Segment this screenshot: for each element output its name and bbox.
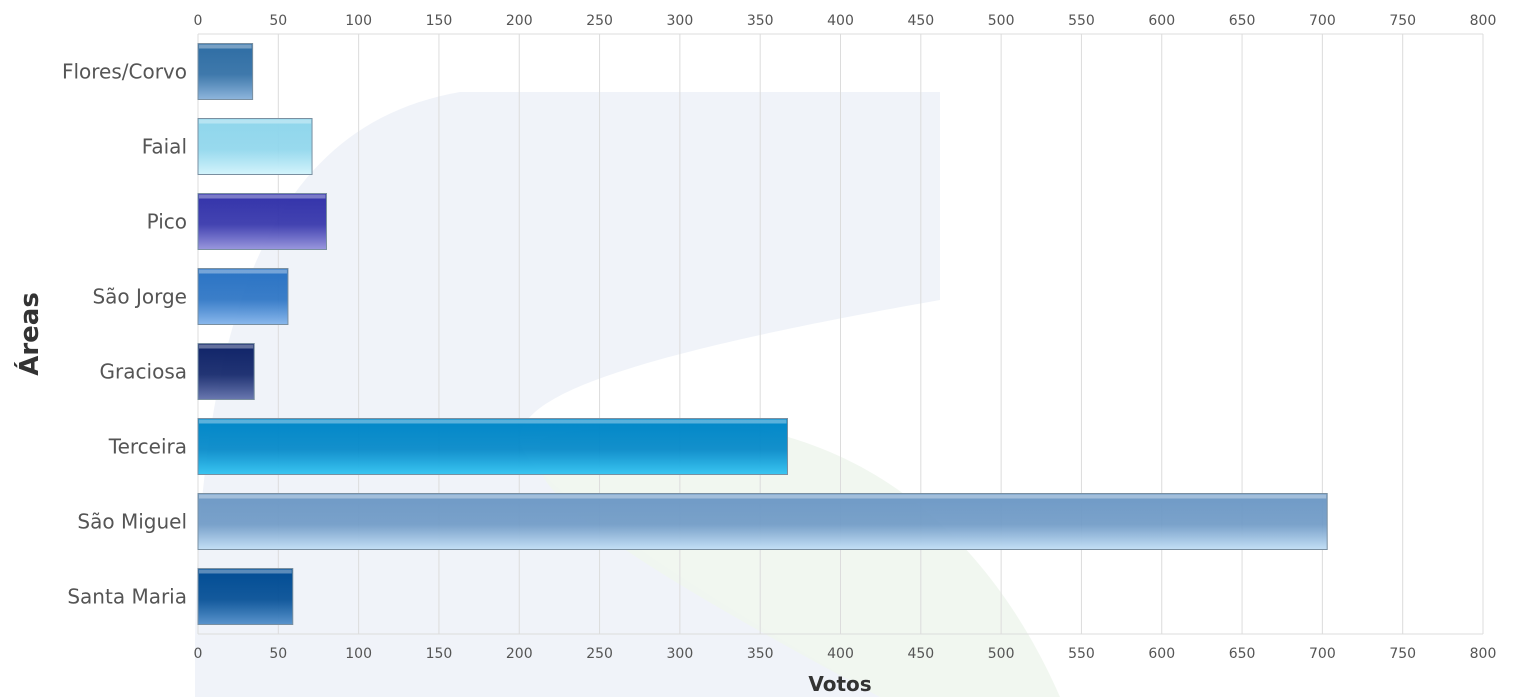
x-tick-label-top: 400 <box>827 13 854 29</box>
x-tick-label-top: 500 <box>988 13 1015 29</box>
bar-highlight <box>199 494 1327 499</box>
bar-highlight <box>199 269 287 274</box>
y-category-label: Graciosa <box>100 360 187 384</box>
x-tick-label-bottom: 300 <box>667 646 694 662</box>
bar-highlight <box>199 569 292 574</box>
bar-s-o-miguel <box>197 493 1328 550</box>
y-category-label: São Jorge <box>92 285 187 309</box>
x-tick-label-bottom: 650 <box>1229 646 1256 662</box>
x-tick-label-top: 150 <box>426 13 453 29</box>
bar-pico <box>197 193 327 250</box>
x-axis-top-ticks: 0 50 100 150 200 250 300 350 400 450 500 550 600 650 7… <box>194 13 1497 29</box>
x-tick-label-top: 300 <box>667 13 694 29</box>
bar-highlight <box>199 344 254 349</box>
x-tick-label-bottom: 600 <box>1148 646 1175 662</box>
bar-santa-maria <box>197 568 294 625</box>
x-tick-label-bottom: 0 <box>194 646 203 662</box>
x-tick-label-bottom: 550 <box>1068 646 1095 662</box>
x-tick-label-top: 750 <box>1389 13 1416 29</box>
y-axis-categories: Flores/Corvo Faial Pico São Jorge Graciosa Te… <box>62 60 187 609</box>
x-tick-label-bottom: 100 <box>345 646 372 662</box>
x-axis-title: Votos <box>808 672 871 696</box>
x-tick-label-bottom: 450 <box>907 646 934 662</box>
bar-highlight <box>199 194 326 199</box>
x-tick-label-bottom: 200 <box>506 646 533 662</box>
x-tick-label-bottom: 400 <box>827 646 854 662</box>
x-tick-label-bottom: 50 <box>269 646 287 662</box>
x-tick-label-bottom: 800 <box>1470 646 1497 662</box>
x-tick-label-top: 250 <box>586 13 613 29</box>
x-tick-label-top: 200 <box>506 13 533 29</box>
x-tick-label-top: 600 <box>1148 13 1175 29</box>
y-category-label: Flores/Corvo <box>62 60 187 84</box>
x-tick-label-top: 450 <box>907 13 934 29</box>
bar-graciosa <box>197 343 255 400</box>
x-tick-label-bottom: 350 <box>747 646 774 662</box>
bar-faial <box>197 118 313 175</box>
x-axis-bottom-ticks: 0 50 100 150 200 250 300 350 400 450 500 550 600 650 7… <box>194 646 1497 662</box>
x-tick-label-top: 800 <box>1470 13 1497 29</box>
bar-highlight <box>199 419 787 424</box>
bar-terceira <box>197 418 788 475</box>
y-category-label: São Miguel <box>77 510 187 534</box>
y-category-label: Faial <box>142 135 187 159</box>
x-tick-label-top: 0 <box>194 13 203 29</box>
x-tick-label-bottom: 700 <box>1309 646 1336 662</box>
bars <box>197 43 1328 625</box>
x-tick-label-top: 350 <box>747 13 774 29</box>
background-watermark <box>195 92 1060 697</box>
bar-flores-corvo <box>197 43 254 100</box>
y-category-label: Terceira <box>108 435 187 459</box>
x-tick-label-bottom: 250 <box>586 646 613 662</box>
x-tick-label-bottom: 150 <box>426 646 453 662</box>
y-category-label: Pico <box>147 210 187 234</box>
x-tick-label-bottom: 500 <box>988 646 1015 662</box>
x-tick-label-top: 650 <box>1229 13 1256 29</box>
x-tick-label-top: 100 <box>345 13 372 29</box>
y-category-label: Santa Maria <box>67 585 187 609</box>
x-tick-label-top: 700 <box>1309 13 1336 29</box>
y-axis-title: Áreas <box>13 292 45 376</box>
bar-highlight <box>199 119 312 124</box>
x-tick-label-top: 50 <box>269 13 287 29</box>
x-tick-label-top: 550 <box>1068 13 1095 29</box>
x-tick-label-bottom: 750 <box>1389 646 1416 662</box>
bar-s-o-jorge <box>197 268 289 325</box>
bar-highlight <box>199 44 252 49</box>
